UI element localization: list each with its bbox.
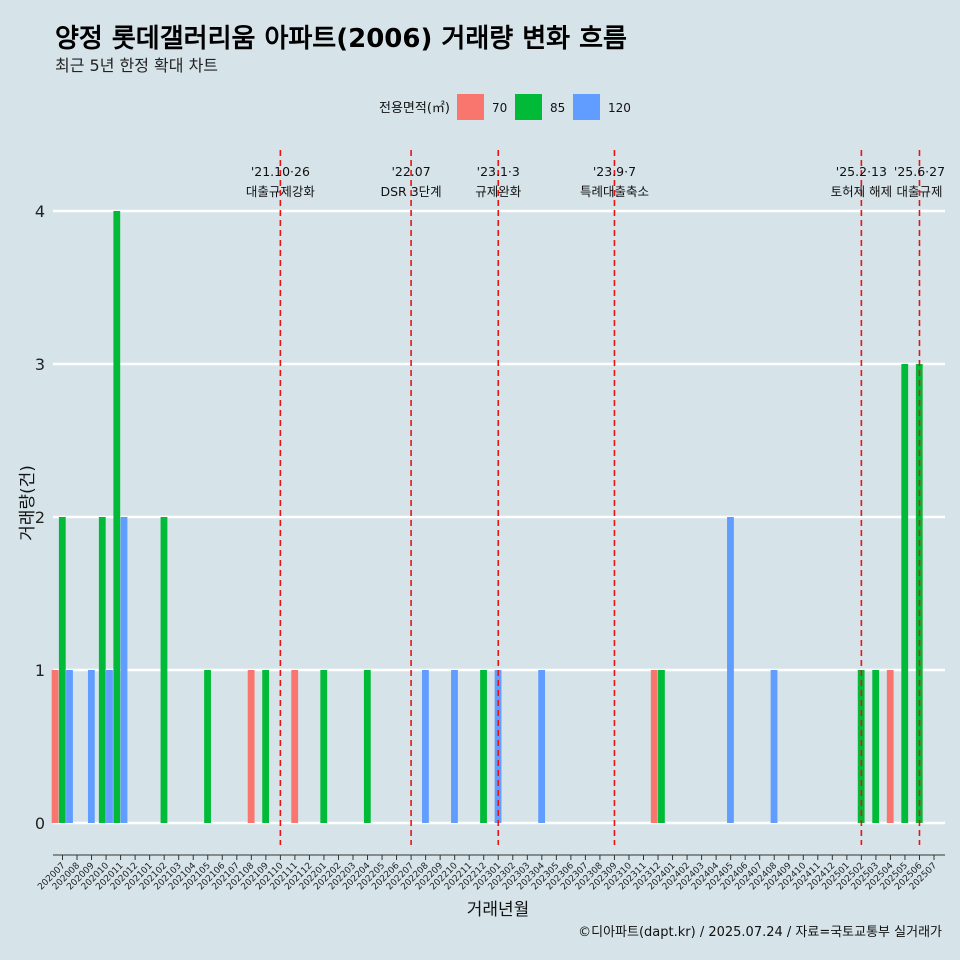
y-tick-label: 1 (35, 661, 45, 680)
chart-subtitle: 최근 5년 한정 확대 차트 (55, 56, 219, 75)
bar-85-202204 (363, 670, 371, 823)
legend-swatch-85 (515, 94, 542, 120)
bar-85-202109 (262, 670, 270, 823)
bar-120-202405 (727, 517, 734, 823)
legend-label-120: 120 (608, 101, 631, 115)
y-tick-label: 2 (35, 508, 45, 527)
event-date: '22.07 (391, 164, 430, 179)
bar-120-202408 (770, 670, 778, 823)
y-tick-label: 4 (35, 202, 45, 221)
y-tick-label: 3 (35, 355, 45, 374)
event-date: '23.9·7 (593, 164, 636, 179)
bar-70-202504 (886, 670, 894, 823)
legend-swatch-120 (573, 94, 600, 120)
y-axis-title: 거래량(건) (18, 465, 38, 541)
event-label: 규제완화 (475, 184, 522, 199)
bar-120-202301 (494, 670, 502, 823)
bar-85-202312 (658, 670, 665, 823)
legend-label-70: 70 (492, 101, 507, 115)
event-label: 특례대출축소 (580, 184, 649, 199)
bar-70-202111 (291, 670, 299, 823)
event-date: '21.10·26 (251, 164, 310, 179)
legend: 전용면적(㎡) 70 85 120 (379, 94, 631, 120)
bar-85-202502 (857, 670, 865, 823)
x-axis-title: 거래년월 (467, 900, 530, 920)
bar-85-202212 (480, 670, 487, 823)
bar-85-202011 (113, 211, 121, 823)
y-tick-label: 0 (35, 814, 45, 833)
event-label: 대출규제강화 (246, 184, 316, 199)
bar-70-202312 (650, 670, 658, 823)
event-date: '25.2·13 (836, 164, 887, 179)
event-label: 대출규제 (896, 184, 942, 199)
event-markers: '21.10·26 대출규제강화 '22.07 DSR 3단계 '23.1·3 규제완화 '… (246, 150, 945, 845)
bar-120-202011 (120, 517, 128, 823)
chart-title: 양정 롯데갤러리움 아파트(2006) 거래량 변화 흐름 (55, 24, 627, 54)
bar-120-202009 (87, 670, 95, 823)
bar-70-202108 (247, 670, 255, 823)
event-label: 토허제 해제 (831, 184, 892, 199)
bar-120-202208 (422, 670, 429, 823)
bar-85-202201 (320, 670, 328, 823)
bar-85-202007 (58, 517, 66, 823)
bar-120-202007 (66, 670, 73, 823)
bar-120-202010 (106, 670, 113, 823)
source-caption: ©디아파트(dapt.kr) / 2025.07.24 / 자료=국토교통부 실… (578, 925, 942, 940)
bar-85-202503 (872, 670, 880, 823)
event-date: '23.1·3 (477, 164, 520, 179)
legend-title: 전용면적(㎡) (379, 101, 450, 116)
legend-label-85: 85 (550, 101, 565, 115)
bar-85-202102 (160, 517, 168, 823)
bar-120-202210 (451, 670, 458, 823)
bars (51, 211, 923, 823)
event-label: DSR 3단계 (381, 184, 442, 199)
bar-85-202010 (98, 517, 106, 823)
bar-120-202304 (538, 670, 546, 823)
bar-85-202505 (901, 364, 909, 823)
event-date: '25.6·27 (894, 164, 945, 179)
bar-85-202105 (204, 670, 211, 823)
legend-swatch-70 (457, 94, 484, 120)
bar-70-202007 (51, 670, 59, 823)
axes: 0123420200720200820200920201020201120201… (18, 202, 945, 920)
